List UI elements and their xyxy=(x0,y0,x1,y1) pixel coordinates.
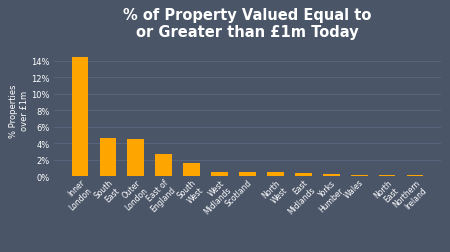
Bar xyxy=(183,163,200,176)
Y-axis label: % Properties
over £1m: % Properties over £1m xyxy=(9,84,28,138)
Bar xyxy=(99,139,116,176)
Bar xyxy=(323,175,340,176)
Bar xyxy=(155,155,172,176)
Title: % of Property Valued Equal to
or Greater than £1m Today: % of Property Valued Equal to or Greater… xyxy=(123,8,372,40)
Bar xyxy=(211,172,228,176)
Bar xyxy=(239,172,256,176)
Bar xyxy=(127,140,144,176)
Bar xyxy=(267,172,284,176)
Bar xyxy=(351,175,368,176)
Bar xyxy=(295,174,312,176)
Bar xyxy=(72,58,88,176)
